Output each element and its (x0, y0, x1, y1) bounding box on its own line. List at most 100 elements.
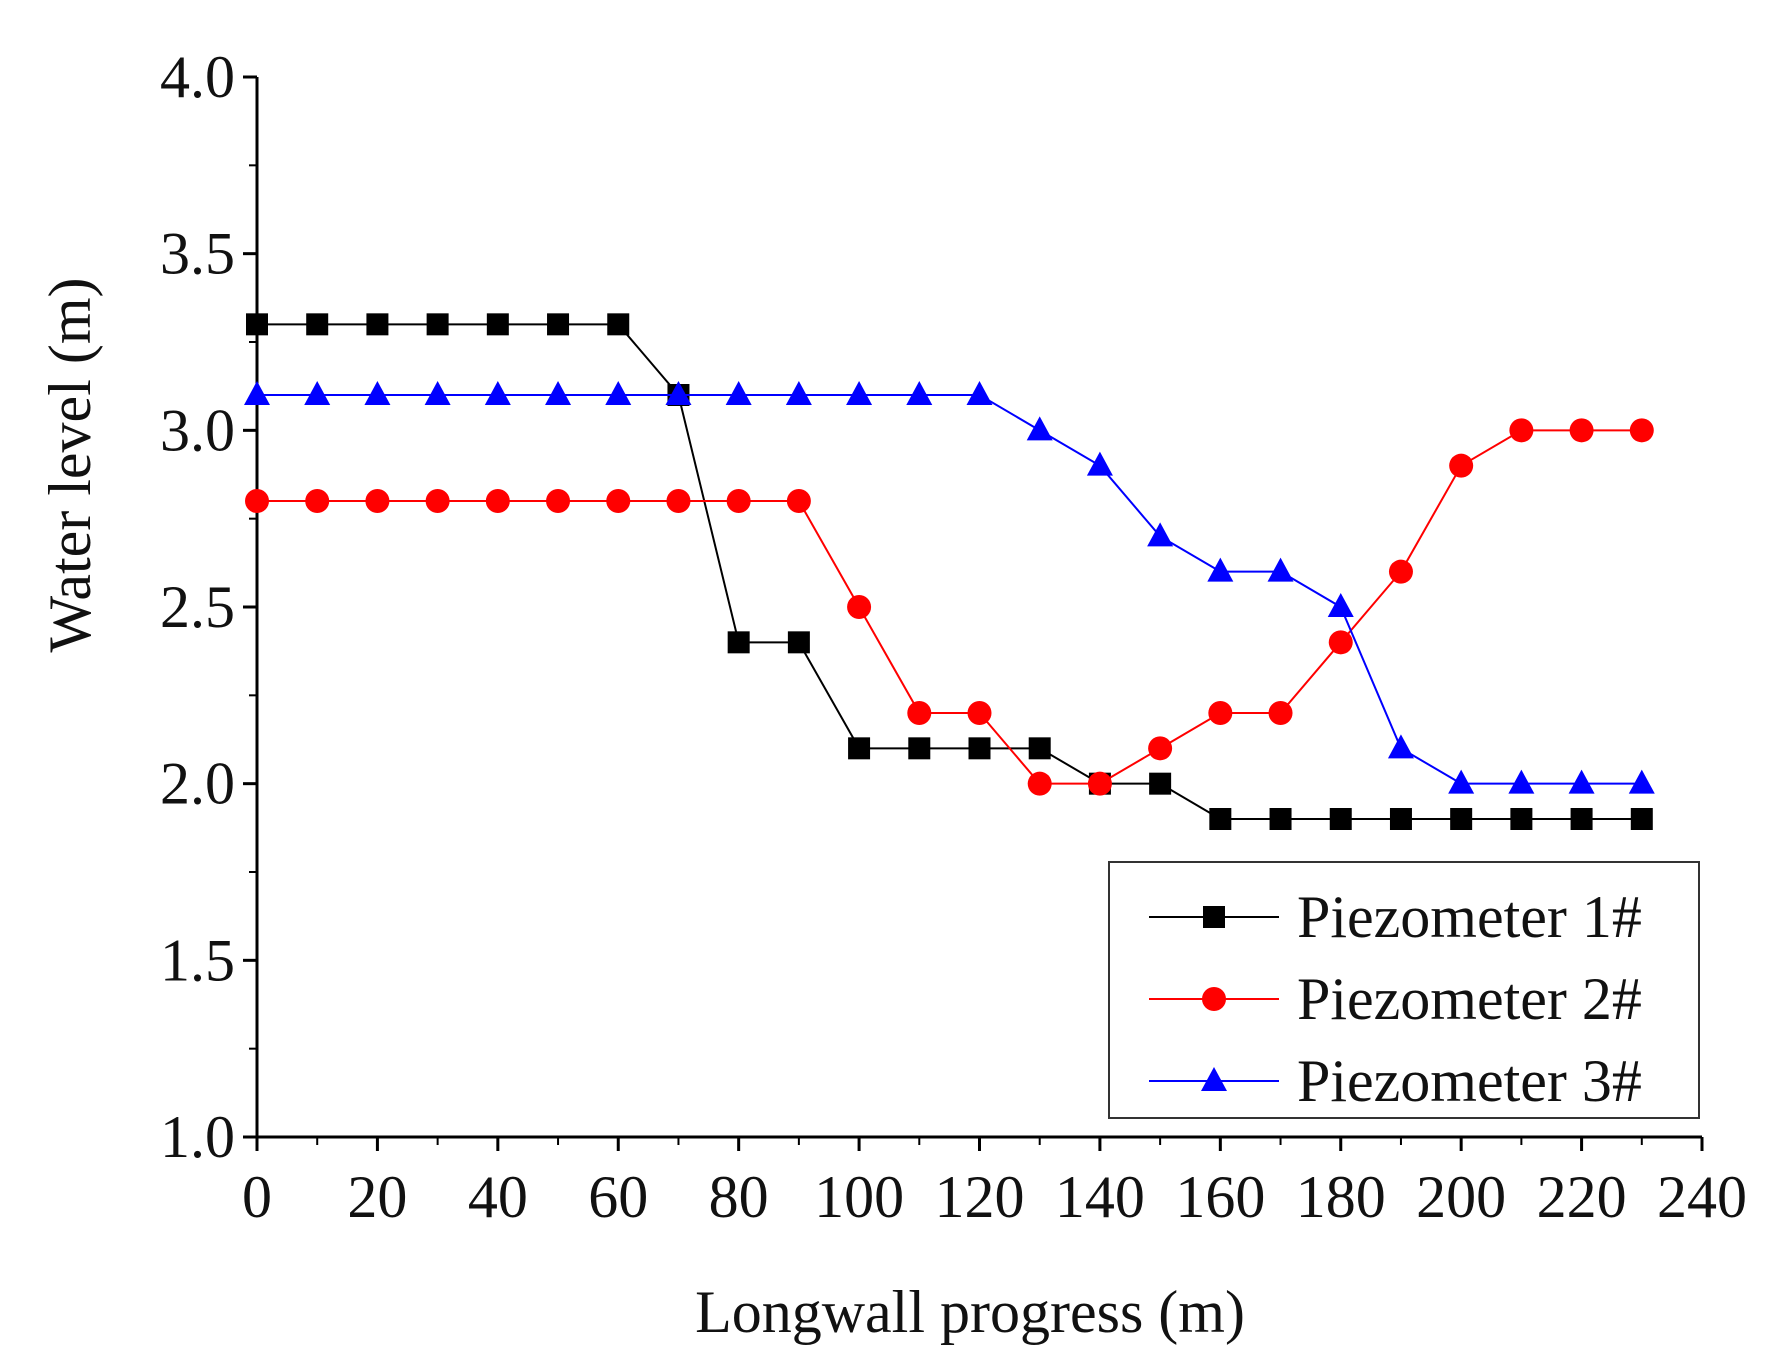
x-tick-label-140: 140 (1055, 1164, 1145, 1230)
data-point-s3-x110 (906, 381, 933, 405)
data-point-s2-x20 (365, 489, 390, 513)
data-point-s3-x140 (1086, 451, 1113, 476)
data-point-s3-x120 (966, 381, 993, 405)
data-point-s3-x170 (1267, 557, 1294, 582)
axes: 0 20 40 60 80 100 120 140 160 180 200 220 240 1.0 1.5 2… (160, 44, 1747, 1230)
data-point-s1-x30 (426, 313, 449, 336)
data-point-s3-x130 (1026, 416, 1053, 441)
data-point-s1-x170 (1269, 808, 1292, 830)
series-1 (246, 313, 1653, 830)
data-point-s1-x0 (246, 313, 268, 336)
data-point-s3-x20 (364, 381, 391, 405)
data-point-s3-x220 (1568, 769, 1595, 794)
data-point-s3-x200 (1448, 769, 1475, 794)
x-tick-label-180: 180 (1296, 1164, 1386, 1230)
data-point-s3-x70 (665, 381, 692, 405)
data-point-s1-x60 (607, 313, 630, 336)
legend-marker-1 (1203, 906, 1225, 928)
data-point-s1-x100 (848, 737, 871, 760)
data-point-s2-x120 (967, 701, 992, 725)
y-tick-label-2.5: 2.5 (160, 574, 235, 640)
data-point-s2-x80 (726, 489, 751, 513)
data-point-s1-x10 (306, 313, 329, 336)
data-point-s1-x130 (1028, 737, 1051, 760)
legend-label-2: Piezometer 2# (1297, 966, 1642, 1032)
x-tick-label-0: 0 (242, 1164, 272, 1230)
series-3 (244, 381, 1655, 794)
y-tick-label-2.0: 2.0 (160, 751, 235, 817)
legend-marker-3 (1201, 1067, 1227, 1091)
data-point-s2-x190 (1388, 559, 1413, 584)
y-tick-label-1.5: 1.5 (160, 927, 235, 993)
legend-label-3: Piezometer 3# (1297, 1048, 1642, 1114)
y-axis-title: Water level (m) (37, 278, 103, 653)
data-point-s2-x90 (786, 489, 811, 513)
data-point-s2-x110 (907, 701, 932, 725)
data-point-s3-x230 (1628, 769, 1655, 794)
series-group (244, 313, 1655, 830)
data-point-s1-x230 (1630, 808, 1653, 830)
data-point-s3-x80 (725, 381, 752, 405)
data-point-s2-x130 (1027, 771, 1052, 796)
x-tick-label-120: 120 (935, 1164, 1025, 1230)
data-point-s3-x30 (424, 381, 451, 405)
x-tick-label-200: 200 (1416, 1164, 1506, 1230)
data-point-s1-x20 (366, 313, 389, 336)
data-point-s3-x50 (545, 381, 572, 405)
data-point-s2-x170 (1268, 701, 1293, 725)
data-point-s1-x180 (1329, 808, 1352, 830)
data-point-s1-x120 (968, 737, 991, 760)
x-tick-label-80: 80 (709, 1164, 769, 1230)
data-point-s2-x200 (1449, 453, 1474, 478)
data-point-s3-x40 (484, 381, 511, 405)
legend-marker-2 (1202, 987, 1226, 1011)
x-axis-title: Longwall progress (m) (695, 1279, 1245, 1345)
data-point-s1-x210 (1510, 808, 1533, 830)
x-tick-label-60: 60 (588, 1164, 648, 1230)
series-2 (245, 418, 1654, 796)
data-point-s1-x90 (787, 631, 810, 654)
y-tick-label-3.5: 3.5 (160, 221, 235, 287)
data-point-s1-x80 (727, 631, 750, 654)
y-tick-label-1.0: 1.0 (160, 1104, 235, 1170)
x-tick-label-220: 220 (1537, 1164, 1627, 1230)
legend-label-1: Piezometer 1# (1297, 884, 1642, 950)
x-tick-label-100: 100 (814, 1164, 904, 1230)
data-point-s2-x230 (1629, 418, 1654, 443)
data-point-s3-x90 (785, 381, 812, 405)
data-point-s3-x150 (1147, 522, 1174, 547)
x-tick-label-20: 20 (347, 1164, 407, 1230)
data-point-s1-x150 (1149, 772, 1172, 795)
data-point-s1-x160 (1209, 808, 1232, 830)
data-point-s2-x160 (1208, 701, 1233, 725)
data-point-s2-x50 (546, 489, 571, 513)
data-point-s2-x60 (606, 489, 631, 513)
data-point-s2-x220 (1569, 418, 1594, 443)
data-point-s3-x210 (1508, 769, 1535, 794)
x-tick-label-40: 40 (468, 1164, 528, 1230)
data-point-s1-x40 (486, 313, 509, 336)
data-point-s1-x50 (547, 313, 570, 336)
data-point-s1-x220 (1570, 808, 1593, 830)
data-point-s2-x180 (1328, 630, 1353, 655)
data-point-s3-x100 (846, 381, 873, 405)
y-tick-label-4.0: 4.0 (160, 44, 235, 110)
data-point-s1-x110 (908, 737, 931, 760)
data-point-s2-x100 (847, 595, 872, 619)
data-point-s2-x40 (485, 489, 510, 513)
data-point-s2-x140 (1087, 771, 1112, 796)
data-point-s2-x0 (245, 489, 269, 513)
data-point-s3-x190 (1387, 734, 1414, 759)
data-point-s3-x0 (244, 381, 270, 405)
data-point-s2-x70 (666, 489, 691, 513)
data-point-s2-x10 (305, 489, 330, 513)
data-point-s3-x160 (1207, 557, 1234, 582)
y-tick-label-3.0: 3.0 (160, 397, 235, 463)
data-point-s2-x210 (1509, 418, 1534, 443)
data-point-s3-x180 (1327, 593, 1354, 617)
x-tick-label-160: 160 (1175, 1164, 1265, 1230)
data-point-s2-x30 (425, 489, 450, 513)
data-point-s1-x190 (1389, 808, 1412, 830)
